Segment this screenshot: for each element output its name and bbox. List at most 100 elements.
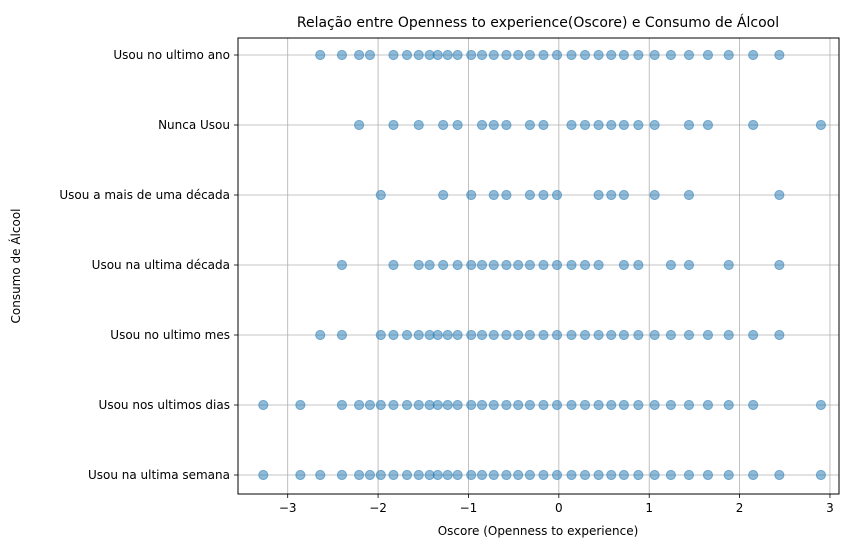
data-point — [501, 189, 512, 201]
data-point — [524, 399, 536, 411]
data-point — [618, 259, 630, 271]
x-axis-label: Oscore (Openness to experience) — [438, 524, 639, 538]
data-point — [476, 399, 488, 411]
data-point — [524, 469, 536, 481]
data-point — [633, 49, 644, 61]
data-point — [501, 259, 512, 271]
data-point — [815, 469, 827, 481]
data-point — [683, 119, 695, 131]
data-point — [606, 399, 617, 411]
data-point — [702, 399, 714, 411]
data-point — [476, 259, 488, 271]
data-point — [476, 119, 488, 131]
data-point — [649, 49, 660, 61]
data-point — [593, 119, 604, 131]
x-tick-label: 3 — [826, 501, 834, 515]
data-point — [336, 49, 348, 61]
data-point — [501, 49, 512, 61]
data-point — [442, 329, 453, 341]
data-point — [401, 399, 413, 411]
data-point — [354, 49, 365, 61]
data-point — [452, 119, 463, 131]
data-point — [649, 329, 660, 341]
data-point — [466, 399, 477, 411]
data-point — [748, 329, 759, 341]
data-point — [388, 119, 399, 131]
data-point — [748, 399, 759, 411]
data-point — [566, 119, 577, 131]
data-point — [354, 399, 365, 411]
data-point — [424, 259, 435, 271]
data-point — [551, 259, 563, 271]
data-point — [665, 329, 677, 341]
data-point — [683, 399, 695, 411]
data-point — [258, 399, 269, 411]
data-point — [723, 259, 734, 271]
data-point — [295, 469, 306, 481]
chart-title: Relação entre Openness to experience(Osc… — [297, 14, 779, 31]
data-point — [452, 469, 463, 481]
data-point — [774, 189, 785, 201]
data-point — [633, 469, 644, 481]
data-point — [702, 119, 714, 131]
data-point — [524, 259, 536, 271]
data-point — [538, 469, 549, 481]
data-point — [606, 119, 617, 131]
data-point — [388, 259, 399, 271]
data-point — [488, 399, 499, 411]
data-point — [748, 119, 759, 131]
x-tick-label: −1 — [460, 501, 478, 515]
data-point — [315, 469, 326, 481]
data-point — [413, 329, 424, 341]
data-point — [774, 49, 785, 61]
data-point — [683, 259, 695, 271]
data-point — [593, 469, 604, 481]
data-point — [633, 119, 644, 131]
data-point — [513, 49, 524, 61]
data-point — [295, 399, 306, 411]
data-point — [466, 49, 477, 61]
data-point — [723, 399, 734, 411]
data-point — [774, 469, 785, 481]
data-point — [388, 49, 399, 61]
data-point — [538, 399, 549, 411]
data-point — [466, 259, 477, 271]
data-point — [815, 119, 827, 131]
data-point — [748, 49, 759, 61]
data-point — [683, 469, 695, 481]
data-point — [579, 49, 591, 61]
data-point — [452, 259, 463, 271]
data-point — [364, 399, 376, 411]
data-point — [513, 399, 524, 411]
y-tick-label: Usou na ultima semana — [88, 468, 230, 482]
data-point — [524, 119, 536, 131]
data-point — [476, 49, 488, 61]
data-point — [606, 189, 617, 201]
data-point — [618, 189, 630, 201]
data-point — [388, 399, 399, 411]
data-point — [579, 469, 591, 481]
data-point — [593, 189, 604, 201]
data-point — [774, 259, 785, 271]
data-point — [336, 259, 348, 271]
data-point — [336, 469, 348, 481]
data-point — [618, 469, 630, 481]
data-point — [438, 119, 449, 131]
data-point — [466, 469, 477, 481]
data-point — [566, 399, 577, 411]
data-point — [649, 469, 660, 481]
data-point — [375, 399, 386, 411]
data-point — [566, 469, 577, 481]
data-point — [579, 399, 591, 411]
data-point — [649, 189, 660, 201]
data-point — [488, 259, 499, 271]
data-point — [702, 329, 714, 341]
data-point — [315, 329, 326, 341]
data-point — [566, 49, 577, 61]
data-point — [501, 469, 512, 481]
x-tick-label: −2 — [369, 501, 387, 515]
data-point — [442, 469, 453, 481]
data-point — [748, 469, 759, 481]
data-point — [538, 119, 549, 131]
data-point — [633, 259, 644, 271]
